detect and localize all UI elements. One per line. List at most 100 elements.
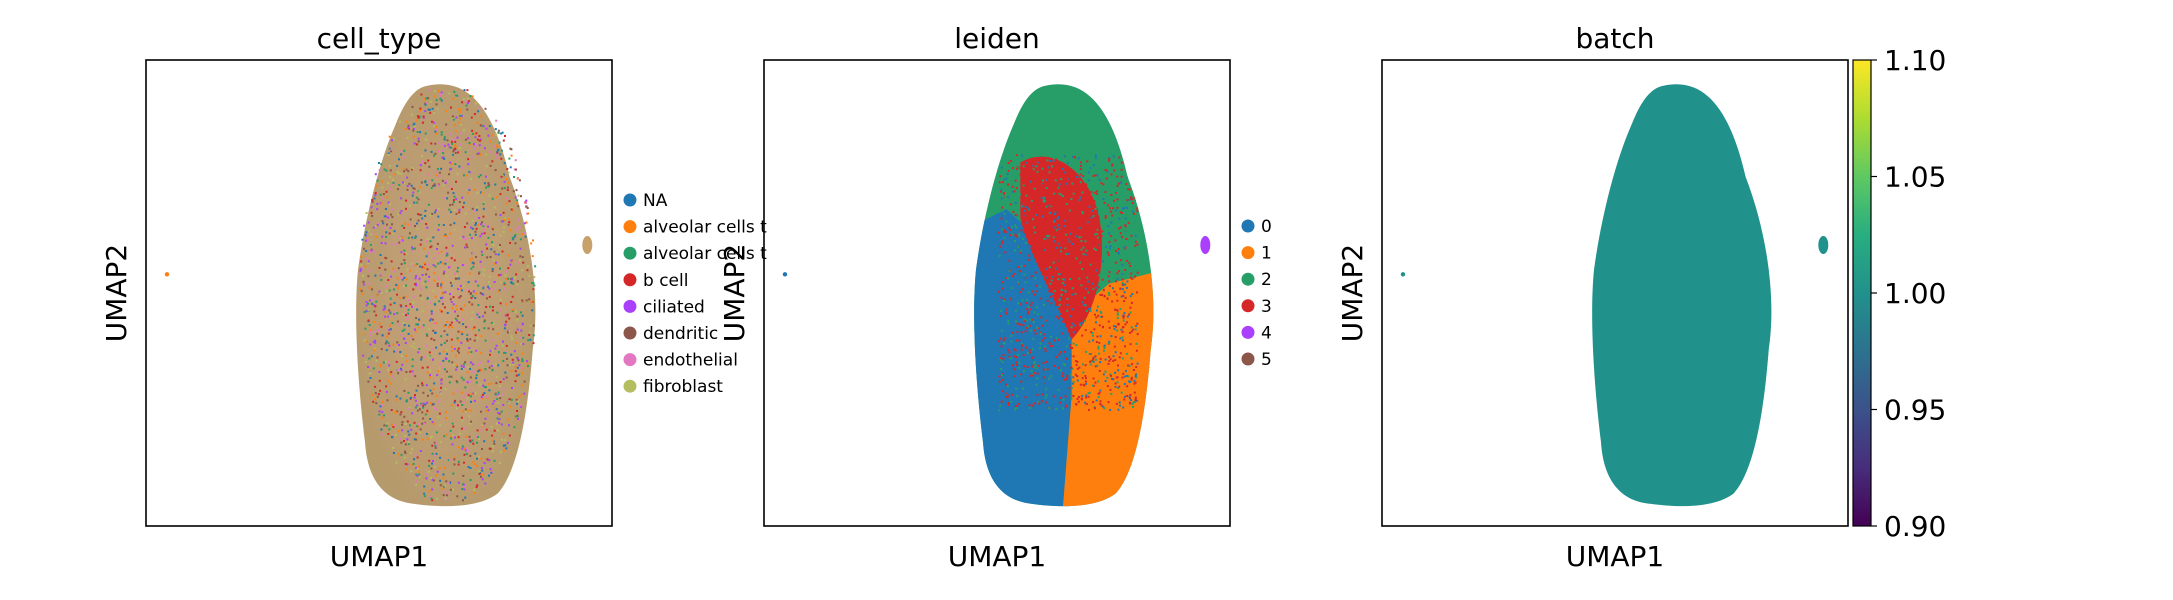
scatter-point <box>390 208 393 211</box>
scatter-point <box>1011 190 1014 193</box>
scatter-point <box>443 368 446 371</box>
scatter-point <box>998 409 1001 412</box>
scatter-point <box>448 146 451 149</box>
scatter-point <box>403 337 406 340</box>
scatter-point <box>1032 168 1035 171</box>
scatter-point <box>1025 302 1028 304</box>
scatter-point <box>515 273 518 276</box>
scatter-point <box>472 370 475 373</box>
scatter-point <box>1079 203 1082 206</box>
scatter-point <box>1037 313 1039 316</box>
scatter-point <box>451 203 454 206</box>
scatter-point <box>1023 273 1026 276</box>
scatter-point <box>453 90 456 93</box>
scatter-point <box>397 213 400 216</box>
scatter-point <box>457 404 459 407</box>
scatter-point <box>1015 320 1018 323</box>
scatter-point <box>436 107 439 110</box>
scatter-point <box>416 201 419 204</box>
scatter-point <box>998 254 1001 257</box>
scatter-point <box>429 401 432 404</box>
scatter-point <box>379 405 382 408</box>
scatter-point <box>497 411 500 414</box>
scatter-point <box>1064 289 1067 292</box>
scatter-point <box>1079 293 1081 296</box>
scatter-point <box>521 299 524 302</box>
scatter-point <box>467 158 470 161</box>
scatter-point <box>511 295 514 298</box>
scatter-point <box>432 388 435 391</box>
scatter-point <box>434 142 437 145</box>
scatter-point <box>447 481 450 484</box>
scatter-point <box>476 317 479 319</box>
scatter-point <box>491 434 494 437</box>
scatter-point <box>390 260 393 263</box>
scatter-point <box>1041 215 1044 218</box>
scatter-point <box>1136 362 1139 365</box>
scatter-point <box>372 341 375 343</box>
scatter-point <box>453 148 456 151</box>
scatter-point <box>1129 381 1132 383</box>
scatter-point <box>438 223 440 226</box>
scatter-point <box>492 233 495 236</box>
scatter-point <box>1033 187 1036 190</box>
scatter-point <box>1087 291 1090 294</box>
scatter-point <box>1071 249 1074 252</box>
scatter-point <box>360 289 363 292</box>
scatter-point <box>441 292 444 295</box>
scatter-point <box>1078 199 1081 202</box>
scatter-point <box>1098 153 1101 156</box>
scatter-point <box>504 323 507 326</box>
scatter-point <box>505 447 508 450</box>
scatter-point <box>1068 275 1071 277</box>
scatter-point <box>452 192 455 195</box>
scatter-point <box>1124 370 1127 373</box>
scatter-point <box>1096 364 1099 367</box>
scatter-point <box>417 140 420 143</box>
scatter-point <box>1023 318 1026 321</box>
scatter-point <box>1059 378 1062 381</box>
scatter-point <box>1029 308 1032 311</box>
scatter-point <box>1112 155 1115 158</box>
scatter-point <box>1039 342 1042 345</box>
scatter-point <box>485 410 488 413</box>
scatter-point <box>505 197 508 200</box>
scatter-point <box>1084 287 1087 290</box>
scatter-point <box>1044 347 1047 350</box>
scatter-point <box>378 290 381 293</box>
scatter-point <box>1088 307 1091 310</box>
scatter-point <box>375 235 378 238</box>
scatter-point <box>453 463 456 466</box>
scatter-point <box>359 271 362 274</box>
scatter-point <box>435 99 438 102</box>
scatter-point <box>467 281 470 284</box>
scatter-point <box>464 361 467 364</box>
scatter-point <box>1048 377 1051 380</box>
scatter-point <box>1074 326 1077 329</box>
scatter-point <box>393 230 396 233</box>
scatter-point <box>458 201 461 203</box>
scatter-point <box>469 95 472 97</box>
scatter-point <box>449 281 452 284</box>
scatter-point <box>463 461 465 464</box>
scatter-point <box>388 364 391 367</box>
scatter-point <box>447 326 450 329</box>
scatter-point <box>479 235 482 238</box>
scatter-point <box>1086 208 1089 211</box>
scatter-point <box>1023 203 1026 205</box>
scatter-point <box>1088 353 1091 356</box>
scatter-point <box>450 257 453 260</box>
scatter-point <box>1110 235 1113 238</box>
scatter-point <box>1017 302 1020 305</box>
scatter-point <box>1092 401 1094 404</box>
scatter-point <box>430 142 433 145</box>
scatter-point <box>1126 164 1129 167</box>
scatter-point <box>505 277 507 280</box>
scatter-point <box>487 327 490 330</box>
scatter-point <box>1109 388 1112 391</box>
scatter-point <box>495 375 498 378</box>
scatter-point <box>473 492 476 495</box>
scatter-point <box>401 278 404 281</box>
scatter-point <box>491 268 494 270</box>
scatter-point <box>510 206 513 209</box>
